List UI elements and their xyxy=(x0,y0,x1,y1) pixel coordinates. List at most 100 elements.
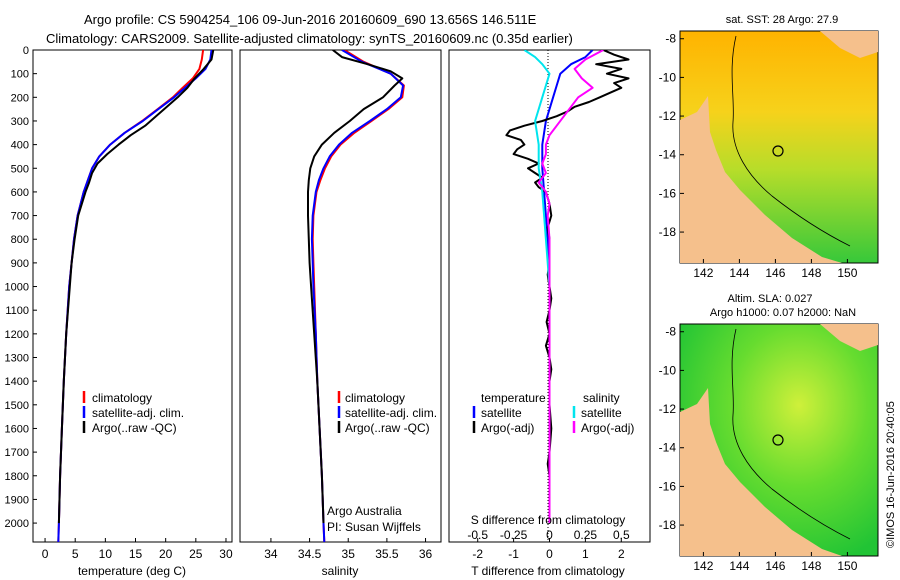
temperature-lines xyxy=(57,50,215,542)
map-y-tick-label: -10 xyxy=(659,70,677,84)
t-difference-x-label: T difference from climatology xyxy=(471,564,625,578)
depth-tick-label: 1600 xyxy=(5,423,29,435)
sla-land-northeast xyxy=(820,324,878,351)
legend-title-salinity: salinity xyxy=(583,391,620,405)
s-diff-tick-label: -0.5 xyxy=(467,528,488,542)
temperature-axes-frame xyxy=(32,49,233,543)
legend-label-s-satellite: satellite xyxy=(581,406,622,420)
x-tick-label: 34.5 xyxy=(298,547,322,561)
depth-tick-label: 1700 xyxy=(5,447,29,459)
x-tick-label: 35.5 xyxy=(375,547,399,561)
legend-label-argo: Argo(..raw -QC) xyxy=(92,421,177,435)
salinity-annotation-line1: Argo Australia xyxy=(327,504,402,518)
s-difference-label: S difference from climatology xyxy=(471,513,626,527)
x-tick-label: 1 xyxy=(582,547,589,561)
imos-stamp: ©IMOS 16-Jun-2016 20:40:05 xyxy=(885,401,897,548)
sla-y-ticks: -8 -10 -12 -14 -16 -18 xyxy=(659,325,684,532)
depth-tick-label: 600 xyxy=(11,187,29,199)
depth-tick-label: 1100 xyxy=(5,305,29,317)
x-tick-label: 5 xyxy=(72,547,79,561)
map-x-tick-label: 142 xyxy=(693,559,713,573)
sst-map-title: sat. SST: 28 Argo: 27.9 xyxy=(726,14,839,26)
map-x-tick-label: 144 xyxy=(729,559,749,573)
map-y-tick-label: -8 xyxy=(665,32,676,46)
salinity-x-ticks: 34 34.5 35 35.5 36 xyxy=(264,538,433,561)
temperature-panel: 0100200300400500600700800900100011001200… xyxy=(5,45,453,578)
salinity-lines xyxy=(307,50,405,542)
temperature-legend: climatology satellite-adj. clim. Argo(..… xyxy=(82,391,184,435)
depth-tick-label: 0 xyxy=(23,45,29,57)
depth-tick-label: 700 xyxy=(11,211,29,223)
legend-label-t-satellite: satellite xyxy=(481,406,522,420)
depth-tick-label: 300 xyxy=(11,116,29,128)
sst-y-ticks: -8 -10 -12 -14 -16 -18 xyxy=(659,32,684,239)
map-x-tick-label: 144 xyxy=(729,266,749,280)
sla-isobath xyxy=(731,328,851,540)
sla-map: Altim. SLA: 0.027 Argo h1000: 0.07 h2000… xyxy=(659,293,879,573)
s-diff-tick-label: 0.5 xyxy=(613,528,630,542)
argo-position-marker xyxy=(772,434,784,446)
sla-land-mass xyxy=(680,388,842,556)
legend-label-satellite: satellite-adj. clim. xyxy=(345,406,437,420)
map-y-tick-label: -18 xyxy=(659,518,677,532)
sst-map: sat. SST: 28 Argo: 27.9 142 144 146 148 150 … xyxy=(659,14,879,280)
legend-label-satellite: satellite-adj. clim. xyxy=(92,406,184,420)
depth-tick-label: 1300 xyxy=(5,353,29,365)
x-tick-label: -1 xyxy=(508,547,519,561)
legend-label-s-argo: Argo(-adj) xyxy=(581,421,634,435)
depth-tick-label: 1900 xyxy=(5,494,29,506)
legend-title-temperature: temperature xyxy=(481,391,546,405)
sla-map-title1: Altim. SLA: 0.027 xyxy=(728,293,813,305)
depth-tick-labels: 0 100 200 300 400 500 600 700 800 900 1000 1100 1200… xyxy=(5,45,453,530)
s-difference-tick-labels: -0.5 -0.25 0 0.25 0.5 xyxy=(467,528,630,542)
map-y-tick-label: -8 xyxy=(665,325,676,339)
difference-legend: temperature salinity satellite Argo(-adj… xyxy=(472,391,634,435)
x-tick-label: 0 xyxy=(42,547,49,561)
map-x-tick-label: 146 xyxy=(765,559,785,573)
x-tick-label: 36 xyxy=(419,547,433,561)
argo-position-marker xyxy=(772,145,784,157)
x-tick-label: 34 xyxy=(264,547,278,561)
difference-lines xyxy=(505,50,630,524)
depth-tick-label: 900 xyxy=(11,258,29,270)
map-x-tick-label: 150 xyxy=(837,266,857,280)
temperature-x-ticks: 0 5 10 15 20 25 30 xyxy=(42,538,233,561)
x-tick-label: 0 xyxy=(546,547,553,561)
sst-land-northeast xyxy=(820,31,878,58)
legend-label-climatology: climatology xyxy=(345,391,405,405)
map-y-tick-label: -16 xyxy=(659,479,677,493)
depth-tick-label: 1200 xyxy=(5,329,29,341)
depth-tick-label: 400 xyxy=(11,140,29,152)
map-y-tick-label: -10 xyxy=(659,363,677,377)
salinity-x-label: salinity xyxy=(322,564,359,578)
map-y-tick-label: -14 xyxy=(659,148,677,162)
map-x-tick-label: 142 xyxy=(693,266,713,280)
depth-tick-label: 100 xyxy=(11,69,29,81)
depth-tick-label: 1800 xyxy=(5,471,29,483)
x-tick-label: 2 xyxy=(618,547,625,561)
map-y-tick-label: -16 xyxy=(659,186,677,200)
salinity-panel: 34 34.5 35 35.5 36 climatology satellite-adj… xyxy=(239,49,442,578)
difference-x-ticks: -2 -1 0 1 2 xyxy=(472,538,625,561)
salinity-legend: climatology satellite-adj. clim. Argo(..… xyxy=(337,391,437,435)
depth-tick-label: 2000 xyxy=(5,518,29,530)
s-diff-tick-label: 0 xyxy=(546,528,553,542)
map-x-tick-label: 148 xyxy=(801,559,821,573)
map-y-tick-label: -14 xyxy=(659,441,677,455)
salinity-annotation-line2: PI: Susan Wijffels xyxy=(327,520,421,534)
series-line-argo-raw-qc xyxy=(307,50,404,524)
header-line2: Climatology: CARS2009. Satellite-adjuste… xyxy=(46,31,573,46)
map-x-tick-label: 148 xyxy=(801,266,821,280)
sla-map-title2: Argo h1000: 0.07 h2000: NaN xyxy=(710,307,856,319)
temperature-x-label: temperature (deg C) xyxy=(78,564,186,578)
series-line-argo-raw-qc xyxy=(57,50,215,524)
x-tick-label: 35 xyxy=(342,547,356,561)
legend-label-t-argo: Argo(-adj) xyxy=(481,421,534,435)
legend-label-argo: Argo(..raw -QC) xyxy=(345,421,430,435)
sla-x-ticks: 142 144 146 148 150 xyxy=(693,552,858,573)
x-tick-label: 15 xyxy=(129,547,143,561)
sst-land-mass xyxy=(680,96,842,263)
depth-tick-label: 200 xyxy=(11,92,29,104)
depth-tick-label: 500 xyxy=(11,163,29,175)
